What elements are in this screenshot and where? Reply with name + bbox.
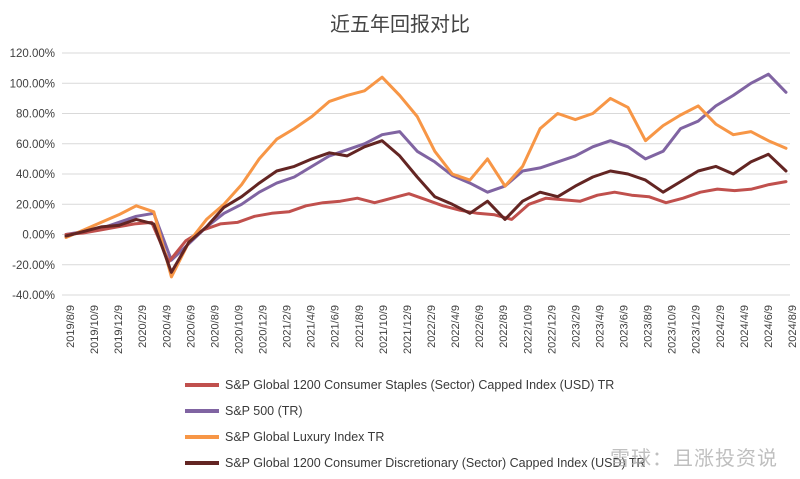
legend-label-discretionary: S&P Global 1200 Consumer Discretionary (… (225, 456, 646, 470)
x-tick-label: 2022/8/9 (498, 305, 510, 348)
x-tick-label: 2024/4/9 (739, 305, 751, 348)
x-tick-label: 2024/8/9 (787, 305, 799, 348)
x-tick-label: 2021/4/9 (306, 305, 318, 348)
x-tick-label: 2023/2/9 (570, 305, 582, 348)
legend-swatch-discretionary (185, 461, 219, 465)
x-tick-label: 2021/10/9 (378, 305, 390, 354)
legend-label-luxury: S&P Global Luxury Index TR (225, 430, 385, 444)
y-tick-label: -40.00% (12, 290, 55, 302)
series-line (64, 72, 788, 262)
x-tick-label: 2022/2/9 (426, 305, 438, 348)
x-tick-label: 2023/4/9 (594, 305, 606, 348)
x-tick-label: 2020/4/9 (161, 305, 173, 348)
x-tick-label: 2023/10/9 (667, 305, 679, 354)
x-tick-label: 2022/10/9 (522, 305, 534, 354)
x-tick-label: 2020/6/9 (185, 305, 197, 348)
x-tick-label: 2020/8/9 (209, 305, 221, 348)
legend-label-staples: S&P Global 1200 Consumer Staples (Sector… (225, 378, 615, 392)
x-tick-label: 2021/6/9 (330, 305, 342, 348)
legend-swatch-staples (185, 383, 219, 387)
y-tick-label: 20.00% (16, 199, 55, 211)
x-tick-label: 2021/12/9 (402, 305, 414, 354)
legend-swatch-luxury (185, 435, 219, 439)
x-tick-label: 2021/2/9 (282, 305, 294, 348)
x-tick-label: 2020/2/9 (137, 305, 149, 348)
y-tick-label: -20.00% (12, 260, 55, 272)
x-tick-label: 2020/12/9 (258, 305, 270, 354)
x-tick-label: 2021/8/9 (354, 305, 366, 348)
y-tick-label: 100.00% (10, 78, 55, 90)
series-line (64, 180, 788, 264)
x-tick-label: 2019/8/9 (65, 305, 77, 348)
x-tick-label: 2024/6/9 (763, 305, 775, 348)
y-tick-label: 60.00% (16, 139, 55, 151)
x-tick-label: 2019/12/9 (113, 305, 125, 354)
legend: S&P Global 1200 Consumer Staples (Sector… (185, 372, 646, 476)
legend-label-sp500: S&P 500 (TR) (225, 404, 303, 418)
x-tick-label: 2023/6/9 (619, 305, 631, 348)
legend-item-discretionary: S&P Global 1200 Consumer Discretionary (… (185, 450, 646, 476)
x-tick-label: 2022/12/9 (546, 305, 558, 354)
series-line (64, 139, 788, 274)
x-tick-label: 2022/6/9 (474, 305, 486, 348)
legend-item-luxury: S&P Global Luxury Index TR (185, 424, 646, 450)
watermark: 雪球：且涨投资说 (610, 446, 778, 470)
x-tick-label: 2022/4/9 (450, 305, 462, 348)
y-tick-label: 40.00% (16, 169, 55, 181)
chart-title: 近五年回报对比 (330, 12, 470, 36)
y-tick-label: 120.00% (10, 48, 55, 60)
x-tick-label: 2019/10/9 (89, 305, 101, 354)
y-tick-label: 0.00% (22, 230, 55, 242)
x-tick-label: 2024/2/9 (715, 305, 727, 348)
x-tick-label: 2023/12/9 (691, 305, 703, 354)
x-tick-label: 2023/8/9 (643, 305, 655, 348)
x-tick-label: 2020/10/9 (233, 305, 245, 354)
legend-item-sp500: S&P 500 (TR) (185, 398, 646, 424)
legend-item-staples: S&P Global 1200 Consumer Staples (Sector… (185, 372, 646, 398)
y-tick-label: 80.00% (16, 109, 55, 121)
series-line (64, 75, 788, 279)
legend-swatch-sp500 (185, 409, 219, 413)
